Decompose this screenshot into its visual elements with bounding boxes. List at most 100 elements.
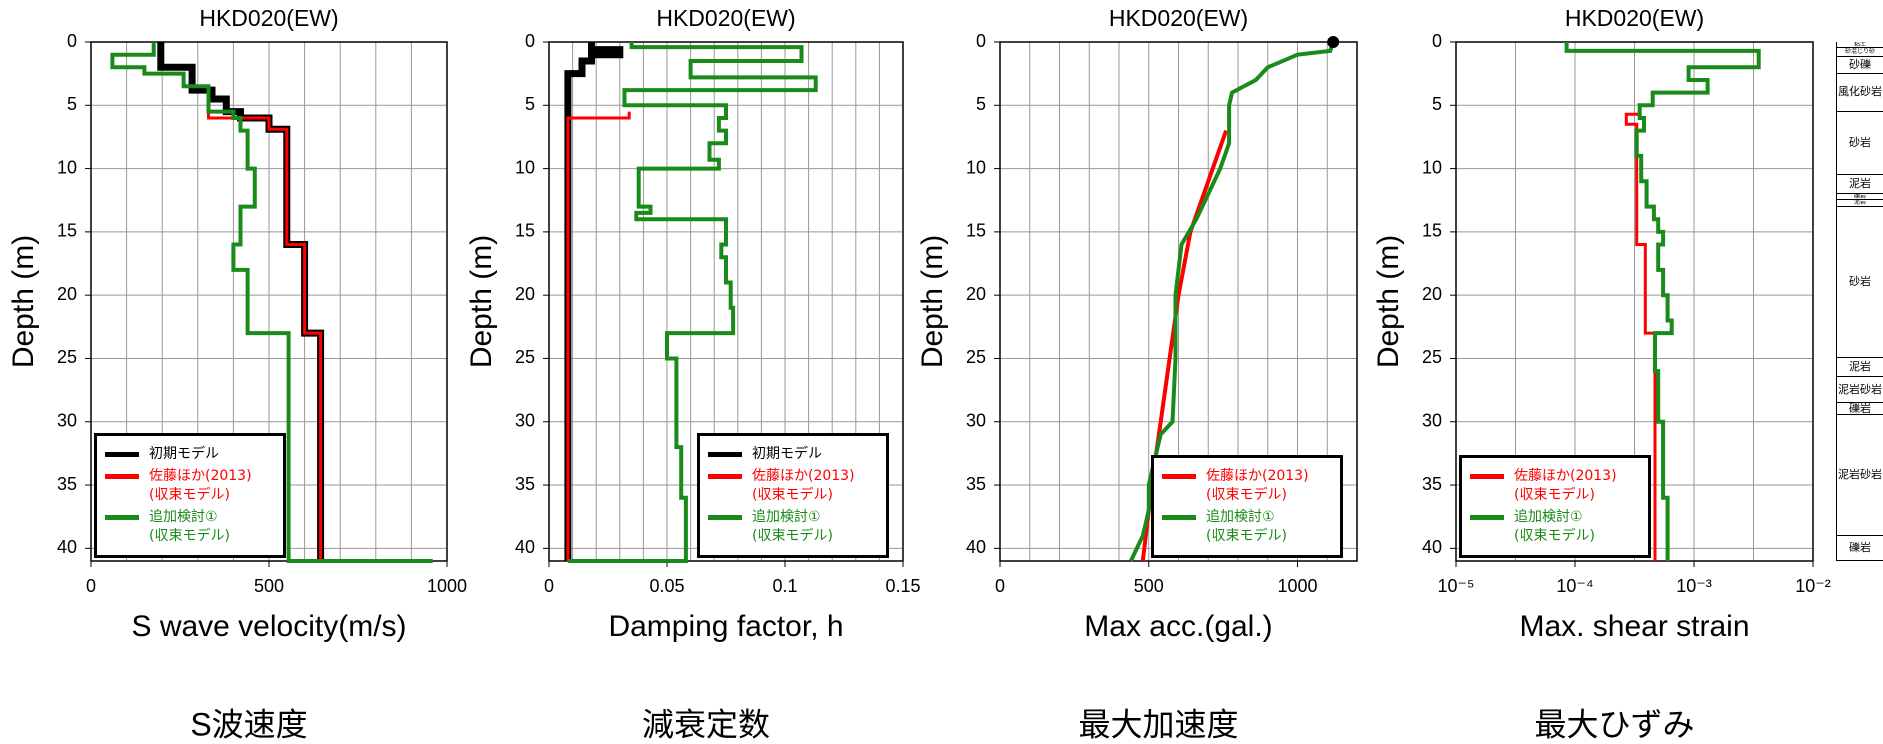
y-tick-label: 40 <box>966 537 986 557</box>
chart-title: HKD020(EW) <box>656 5 795 31</box>
geology-layer: 泥岩砂岩 <box>1837 377 1883 403</box>
legend-label: 初期モデル <box>752 446 822 462</box>
profile-line <box>1564 42 1761 561</box>
profile-line <box>567 42 818 563</box>
y-tick-label: 10 <box>966 157 986 177</box>
geology-layer: 泥岩 <box>1837 175 1883 194</box>
y-tick-label: 40 <box>57 537 77 557</box>
y-tick-label: 20 <box>515 284 535 304</box>
legend-entry: 追加検討① (収束モデル) <box>105 508 275 546</box>
x-axis-label: Max. shear strain <box>1519 610 1749 643</box>
legend-label: 追加検討① (収束モデル) <box>149 509 230 544</box>
x-axis-label: Max acc.(gal.) <box>1084 610 1272 643</box>
plot-frame <box>90 41 448 562</box>
x-tick-label: 0.1 <box>772 576 797 596</box>
legend-entry: 佐藤ほか(2013) (収束モデル) <box>1162 467 1332 505</box>
legend-entry: 佐藤ほか(2013) (収束モデル) <box>105 467 275 505</box>
y-tick-label: 5 <box>67 94 77 114</box>
y-tick-label: 25 <box>1422 347 1442 367</box>
y-tick-label: 5 <box>525 94 535 114</box>
geology-layer: 砂岩 <box>1837 112 1883 175</box>
legend-label: 初期モデル <box>149 446 219 462</box>
legend-swatch <box>105 515 139 520</box>
legend-entry: 追加検討① (収束モデル) <box>1470 508 1640 546</box>
y-tick-label: 25 <box>515 347 535 367</box>
y-tick-label: 25 <box>966 347 986 367</box>
legend-entry: 初期モデル <box>708 445 878 464</box>
geology-layer: 礫岩 <box>1837 403 1883 416</box>
profile-line <box>1624 112 1657 561</box>
x-tick-label: 0 <box>995 576 1005 596</box>
y-tick-label: 15 <box>57 221 77 241</box>
legend-swatch <box>1470 515 1504 520</box>
point-marker <box>1327 36 1340 48</box>
x-tick-label: 500 <box>1134 576 1164 596</box>
legend-swatch <box>708 515 742 520</box>
caption: S波速度 <box>190 706 307 742</box>
y-tick-label: 40 <box>515 537 535 557</box>
y-tick-label: 15 <box>966 221 986 241</box>
y-tick-label: 40 <box>1422 537 1442 557</box>
panel: 0 5 10 15 20 25 30 35 40 0 500 1000 HKD020(EW) Max ac… <box>916 5 1358 742</box>
panel: 0 5 10 15 20 25 30 35 40 0 500 1000 HKD020(EW) S wave… <box>7 5 467 742</box>
legend-swatch <box>1162 515 1196 520</box>
y-tick-label: 15 <box>515 221 535 241</box>
x-tick-label: 10⁻³ <box>1676 576 1712 596</box>
y-tick-label: 35 <box>966 474 986 494</box>
y-tick-label: 30 <box>515 411 535 431</box>
geology-layer: 砂混じり砂 <box>1837 48 1883 58</box>
legend-swatch <box>708 452 742 457</box>
y-tick-label: 0 <box>525 31 535 51</box>
y-tick-label: 30 <box>57 411 77 431</box>
plot-frame <box>1455 41 1814 562</box>
y-tick-label: 35 <box>57 474 77 494</box>
profile-line <box>110 42 433 563</box>
legend-entry: 初期モデル <box>105 445 275 464</box>
legend: 佐藤ほか(2013) (収束モデル) 追加検討① (収束モデル) <box>1459 455 1651 558</box>
caption: 減衰定数 <box>642 706 770 742</box>
y-tick-label: 30 <box>966 411 986 431</box>
chart-title: HKD020(EW) <box>199 5 338 31</box>
profile-line <box>566 111 631 561</box>
chart-title: HKD020(EW) <box>1565 5 1704 31</box>
legend-label: 佐藤ほか(2013) (収束モデル) <box>1206 468 1309 503</box>
x-tick-label: 0 <box>544 576 554 596</box>
y-tick-label: 20 <box>57 284 77 304</box>
geology-layer: 砂礫 <box>1837 57 1883 74</box>
legend-label: 佐藤ほか(2013) (収束モデル) <box>149 468 252 503</box>
y-tick-label: 30 <box>1422 411 1442 431</box>
legend: 初期モデル佐藤ほか(2013) (収束モデル) 追加検討① (収束モデル) <box>94 433 286 558</box>
y-tick-label: 5 <box>1432 94 1442 114</box>
legend-label: 追加検討① (収束モデル) <box>1206 509 1287 544</box>
panel: 0 5 10 15 20 25 30 35 40 0 0.05 0.1 0.15 HKD020(EW) Da… <box>465 5 921 742</box>
legend-label: 追加検討① (収束モデル) <box>1514 509 1595 544</box>
x-tick-label: 0.05 <box>649 576 684 596</box>
plot-frame <box>548 41 904 562</box>
legend-swatch <box>105 474 139 479</box>
y-tick-label: 25 <box>57 347 77 367</box>
y-tick-label: 0 <box>1432 31 1442 51</box>
y-tick-label: 35 <box>515 474 535 494</box>
legend-entry: 佐藤ほか(2013) (収束モデル) <box>1470 467 1640 505</box>
x-tick-label: 10⁻⁵ <box>1438 576 1475 596</box>
y-axis-label: Depth (m) <box>916 235 949 368</box>
y-tick-label: 0 <box>67 31 77 51</box>
y-axis-label: Depth (m) <box>7 235 40 368</box>
y-tick-label: 0 <box>976 31 986 51</box>
chart-title: HKD020(EW) <box>1109 5 1248 31</box>
y-tick-label: 20 <box>966 284 986 304</box>
geology-layer: 風化砂岩 <box>1837 74 1883 112</box>
legend-swatch <box>105 452 139 457</box>
legend-entry: 追加検討① (収束モデル) <box>708 508 878 546</box>
geology-layer: 砂岩 <box>1837 207 1883 359</box>
legend: 初期モデル 佐藤ほか(2013) (収束モデル) 追加検討① (収束モデル) <box>697 433 889 558</box>
y-tick-label: 10 <box>57 157 77 177</box>
x-tick-label: 0 <box>86 576 96 596</box>
y-tick-label: 20 <box>1422 284 1442 304</box>
x-tick-label: 1000 <box>1277 576 1317 596</box>
caption: 最大ひずみ <box>1534 706 1694 742</box>
legend: 佐藤ほか(2013) (収束モデル) 追加検討① (収束モデル) <box>1151 455 1343 558</box>
x-tick-label: 1000 <box>427 576 467 596</box>
